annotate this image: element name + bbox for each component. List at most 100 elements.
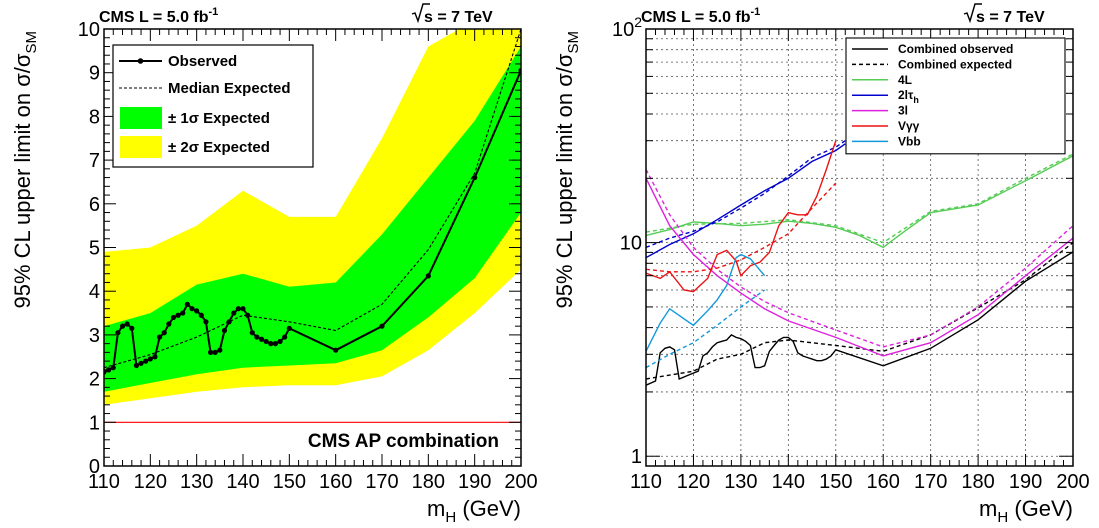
lumi-sup: -1 xyxy=(751,6,761,18)
observed-point xyxy=(166,321,172,327)
x-axis: 110 120 130 140 150 160 170 180 190 200 xyxy=(630,29,1090,493)
observed-point xyxy=(221,327,228,334)
legend-label-text: Vγγ xyxy=(898,119,920,133)
observed-point xyxy=(170,314,177,321)
legend-label: Vγγ xyxy=(898,119,920,133)
legend-label: Vbb xyxy=(898,134,921,148)
series-line-v- xyxy=(646,140,837,293)
y-tick-label: 5 xyxy=(89,238,100,260)
lumi-text: CMS L = 5.0 fb xyxy=(99,9,209,26)
plot-area xyxy=(646,29,1073,466)
y-tick-label-base: 10 xyxy=(620,233,642,255)
legend-label: 2lτh xyxy=(898,88,919,105)
series-line-combined-observed xyxy=(646,251,1073,386)
series-line-3l-expected xyxy=(646,169,1073,348)
energy-label: s = 7 TeV xyxy=(976,9,1045,26)
y-tick-label: 102 xyxy=(612,14,642,41)
x-tick-label: 130 xyxy=(180,471,213,493)
observed-point xyxy=(203,319,209,325)
x-tick-label: 150 xyxy=(273,471,306,493)
lumi-sup: -1 xyxy=(209,6,219,18)
observed-point xyxy=(231,310,237,316)
observed-point xyxy=(110,365,116,371)
plot-frame xyxy=(645,28,1074,467)
x-axis-title-unit: (GeV) xyxy=(1008,496,1073,521)
x-tick-label: 160 xyxy=(319,471,352,493)
y-axis-title: 95% CL upper limit on σ/σSM xyxy=(552,31,582,309)
x-tick-label: 140 xyxy=(772,471,805,493)
y-tick-label: 7 xyxy=(89,150,100,172)
observed-point xyxy=(119,323,126,329)
y-tick-label-base: 10 xyxy=(612,19,634,41)
observed-point xyxy=(226,319,232,325)
x-tick-label: 170 xyxy=(365,471,398,493)
chart-panel-1: 110 120 130 140 150 160 170 180 190 200 0 1 2 3 4 5 6 7 8 9… xyxy=(10,3,538,526)
legend-label: Combined expected xyxy=(898,57,1012,71)
x-axis-title-sub: H xyxy=(445,509,456,526)
y-axis-title-sub: SM xyxy=(23,31,40,54)
y-axis: 0 1 2 3 4 5 6 7 8 9 10 xyxy=(78,19,521,478)
observed-point xyxy=(157,334,163,340)
legend-label-text: Combined observed xyxy=(898,42,1013,56)
y-tick-label: 8 xyxy=(89,106,100,128)
y-tick-label: 10 xyxy=(620,233,642,255)
lumi-label: CMS L = 5.0 fb-1 xyxy=(99,6,218,26)
y-tick-label: 0 xyxy=(89,456,100,478)
x-tick-label: 150 xyxy=(819,471,852,493)
y-tick-label: 9 xyxy=(89,63,100,85)
x-tick-label: 120 xyxy=(677,471,710,493)
legend-label-text: Vbb xyxy=(898,134,921,148)
observed-point xyxy=(207,349,214,355)
observed-point xyxy=(258,336,265,342)
observed-point xyxy=(282,334,288,340)
observed-point xyxy=(212,349,218,355)
x-tick-label: 110 xyxy=(88,471,120,493)
legend-label: Combined observed xyxy=(898,42,1013,56)
observed-point xyxy=(194,308,200,314)
observed-point xyxy=(180,310,186,316)
series-line-combined-expected xyxy=(646,242,1073,380)
observed-point xyxy=(277,338,283,345)
observed-point xyxy=(189,306,195,312)
series-line-4l xyxy=(646,155,1073,249)
legend-label-text: 3l xyxy=(898,104,908,118)
legend-label-text: 4L xyxy=(898,73,912,87)
x-tick-label: 200 xyxy=(1056,471,1089,493)
observed-point xyxy=(138,360,144,366)
observed-point xyxy=(124,321,130,327)
x-axis-title: mH (GeV) xyxy=(427,496,521,526)
series-line-4l-expected xyxy=(646,153,1073,244)
legend-label-sub: h xyxy=(913,95,919,105)
x-tick-label: 180 xyxy=(961,471,994,493)
observed-point xyxy=(129,325,135,331)
legend-label-expected: Median Expected xyxy=(168,80,291,97)
observed-point xyxy=(175,312,181,318)
y-tick-label: 2 xyxy=(89,369,100,391)
series-line-vbb-expected xyxy=(646,289,766,369)
y-tick-label: 1 xyxy=(89,412,100,434)
series-line-2l-h-expected xyxy=(646,140,846,249)
x-tick-label: 110 xyxy=(630,471,662,493)
legend-label: 3l xyxy=(898,104,908,118)
lumi-label: CMS L = 5.0 fb-1 xyxy=(641,6,760,26)
y-tick-label: 4 xyxy=(89,281,100,303)
observed-point xyxy=(268,341,274,347)
y-axis-title-main: 95% CL upper limit on σ/σ xyxy=(552,53,577,308)
sqrt-symbol xyxy=(963,3,982,24)
x-axis: 110 120 130 140 150 160 170 180 190 200 xyxy=(88,29,538,493)
observed-point xyxy=(472,174,478,181)
observed-point xyxy=(133,362,140,369)
legend: Observed Median Expected ± 1σ Expected ± 2σ… xyxy=(112,44,314,168)
series-line-v-expected xyxy=(646,182,837,273)
x-axis-title-unit: (GeV) xyxy=(456,496,521,521)
band-1sigma xyxy=(104,46,521,392)
legend-label-1sigma: ± 1σ Expected xyxy=(168,110,270,127)
y-axis-title-sub: SM xyxy=(565,31,582,54)
observed-point xyxy=(184,301,190,307)
y-tick-label: 3 xyxy=(89,325,100,347)
observed-point xyxy=(254,334,260,340)
